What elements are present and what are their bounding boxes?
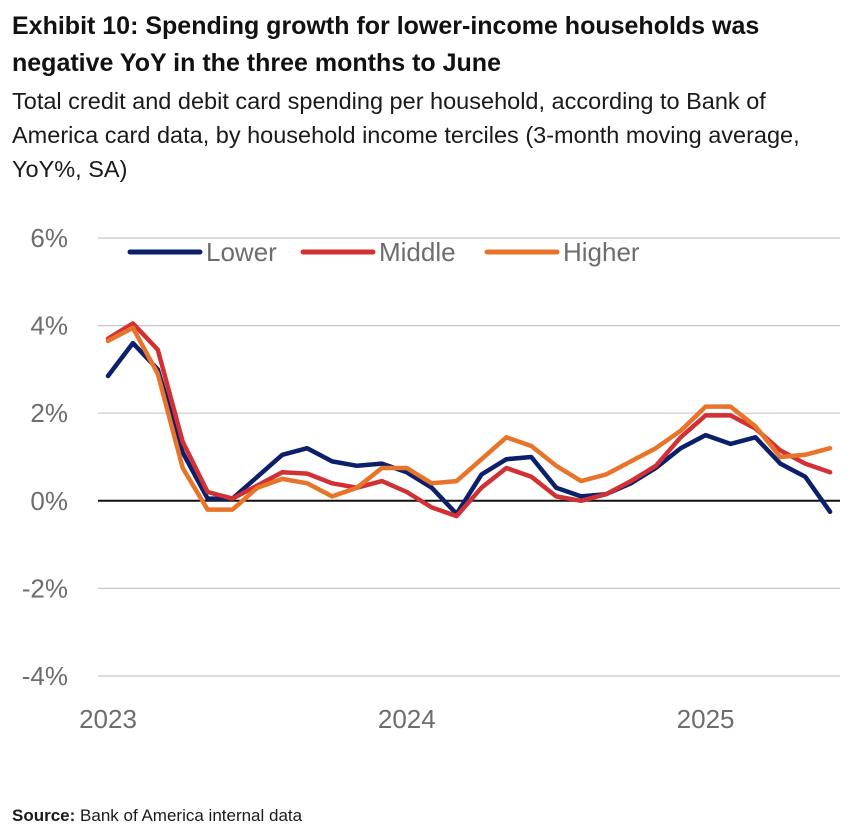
legend-item-higher: Higher	[484, 237, 640, 267]
y-tick-label: 6%	[30, 223, 68, 253]
x-axis-ticks: 2023 2024 2025	[79, 704, 734, 734]
y-tick-label: 2%	[30, 398, 68, 428]
y-tick-label: -4%	[22, 661, 68, 691]
legend-label: Higher	[563, 237, 640, 267]
gridlines	[98, 237, 840, 677]
y-tick-label: 4%	[30, 311, 68, 341]
source-text: Bank of America internal data	[80, 806, 303, 825]
series-line-higher	[105, 325, 833, 512]
legend: Lower Middle Higher	[127, 237, 640, 267]
x-tick-label: 2025	[677, 704, 735, 734]
y-axis-ticks: 6% 4% 2% 0% -2% -4%	[22, 223, 68, 691]
y-tick-label: -2%	[22, 573, 68, 603]
series-line-middle	[105, 321, 833, 519]
legend-item-lower: Lower	[127, 237, 277, 267]
x-tick-label: 2023	[79, 704, 137, 734]
legend-label: Lower	[206, 237, 277, 267]
source-note: Source: Bank of America internal data	[12, 806, 302, 826]
series-lines	[105, 321, 833, 519]
x-tick-label: 2024	[378, 704, 436, 734]
source-label: Source:	[12, 806, 76, 825]
y-tick-label: 0%	[30, 486, 68, 516]
chart-title: Exhibit 10: Spending growth for lower-in…	[12, 12, 760, 77]
legend-label: Middle	[379, 237, 456, 267]
series-line-lower	[105, 340, 833, 517]
line-chart: 6% 4% 2% 0% -2% -4% 2023 2024 2025 Lower Middle H…	[22, 223, 840, 734]
chart-subtitle: Total credit and debit card spending per…	[12, 88, 800, 182]
legend-item-middle: Middle	[300, 237, 456, 267]
